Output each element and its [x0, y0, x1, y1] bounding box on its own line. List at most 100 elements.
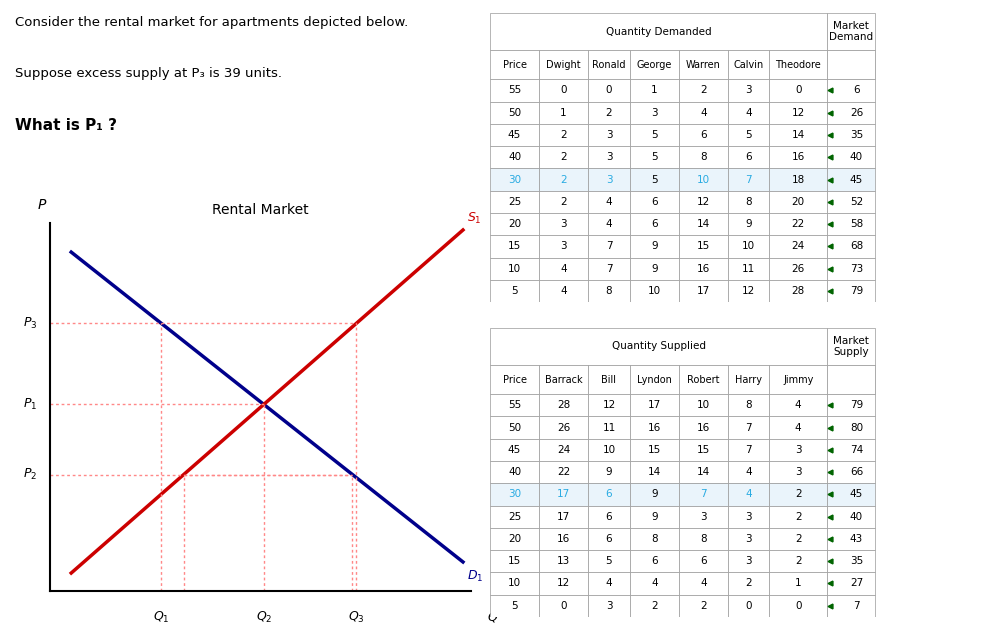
Bar [629, 235, 678, 258]
Text: $Q_3$: $Q_3$ [348, 610, 365, 625]
Bar [490, 550, 538, 572]
Bar [587, 258, 629, 280]
Text: Quantity Demanded: Quantity Demanded [605, 27, 711, 36]
Bar [678, 572, 726, 595]
Bar [490, 365, 538, 394]
Text: 11: 11 [602, 422, 615, 432]
Text: 15: 15 [507, 242, 521, 251]
Text: 68: 68 [849, 242, 862, 251]
Bar [490, 80, 538, 102]
Text: 20: 20 [791, 197, 804, 207]
Bar [538, 258, 587, 280]
Text: Suppose excess supply at P₃ is 39 units.: Suppose excess supply at P₃ is 39 units. [15, 67, 282, 80]
Bar [726, 572, 769, 595]
Text: 5: 5 [511, 286, 517, 296]
Bar [678, 483, 726, 506]
Bar [769, 80, 827, 102]
Bar [678, 169, 726, 191]
Bar [726, 461, 769, 483]
Bar [538, 461, 587, 483]
Text: 4: 4 [605, 197, 611, 207]
Text: 40: 40 [507, 152, 521, 162]
Text: 43: 43 [849, 534, 862, 544]
Bar [769, 365, 827, 394]
Bar [587, 550, 629, 572]
Bar [538, 213, 587, 235]
Text: 27: 27 [849, 579, 862, 588]
Bar [587, 506, 629, 528]
Bar [587, 439, 629, 461]
Title: Rental Market: Rental Market [212, 204, 309, 218]
Bar [490, 50, 538, 80]
Text: 35: 35 [849, 556, 862, 566]
Text: $Q_2$: $Q_2$ [256, 610, 272, 625]
Bar [769, 258, 827, 280]
Bar [726, 394, 769, 417]
Text: 4: 4 [605, 579, 611, 588]
Text: 4: 4 [559, 264, 566, 273]
Bar [769, 102, 827, 124]
Bar [587, 417, 629, 439]
Bar [629, 461, 678, 483]
Text: 12: 12 [791, 107, 804, 118]
Text: 14: 14 [791, 130, 804, 140]
Bar [726, 483, 769, 506]
Bar [827, 13, 875, 50]
Text: 6: 6 [650, 197, 657, 207]
Text: 10: 10 [696, 400, 709, 410]
Text: 6: 6 [605, 511, 611, 522]
Text: 26: 26 [556, 422, 569, 432]
Text: 40: 40 [507, 467, 521, 477]
Text: 4: 4 [699, 107, 706, 118]
Bar [827, 439, 875, 461]
Text: 10: 10 [696, 174, 709, 184]
Bar [629, 506, 678, 528]
Text: 10: 10 [647, 286, 660, 296]
Bar [769, 394, 827, 417]
Bar [726, 235, 769, 258]
Bar [629, 50, 678, 80]
Bar [769, 235, 827, 258]
Text: Warren: Warren [685, 60, 720, 70]
Text: 3: 3 [699, 511, 706, 522]
Bar [538, 506, 587, 528]
Text: 15: 15 [696, 445, 709, 455]
Text: 15: 15 [647, 445, 660, 455]
Text: 2: 2 [699, 85, 706, 95]
Text: 12: 12 [602, 400, 615, 410]
Text: 2: 2 [699, 601, 706, 611]
Text: 12: 12 [740, 286, 755, 296]
Text: $Q_1$: $Q_1$ [152, 610, 169, 625]
Text: 26: 26 [791, 264, 804, 273]
Bar [587, 80, 629, 102]
Text: 6: 6 [853, 85, 859, 95]
Text: $S_1$: $S_1$ [467, 211, 481, 226]
Bar [629, 146, 678, 169]
Text: 9: 9 [650, 264, 657, 273]
Text: 13: 13 [556, 556, 569, 566]
Bar [629, 258, 678, 280]
Bar [538, 439, 587, 461]
Bar [587, 169, 629, 191]
Bar [629, 394, 678, 417]
Bar [726, 191, 769, 213]
Text: Market
Demand: Market Demand [829, 21, 873, 43]
Bar [490, 394, 538, 417]
Bar [769, 124, 827, 146]
Text: 9: 9 [744, 219, 750, 229]
Text: 12: 12 [556, 579, 569, 588]
Text: 26: 26 [849, 107, 862, 118]
Bar [538, 365, 587, 394]
Bar [538, 146, 587, 169]
Bar [490, 439, 538, 461]
Bar [629, 124, 678, 146]
Bar [678, 528, 726, 550]
Bar [726, 506, 769, 528]
Bar [538, 124, 587, 146]
Bar [538, 50, 587, 80]
Bar [629, 280, 678, 302]
Bar [769, 461, 827, 483]
Text: Lyndon: Lyndon [636, 375, 671, 385]
Text: 30: 30 [507, 489, 521, 499]
Text: 7: 7 [853, 601, 859, 611]
